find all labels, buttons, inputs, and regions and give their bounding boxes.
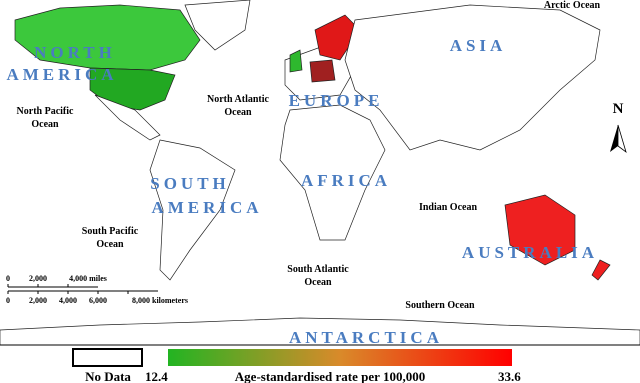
continent-label: AFRICA — [301, 171, 391, 190]
continent-label: EUROPE — [289, 91, 384, 110]
no-data-swatch — [72, 348, 143, 367]
scale-label: 4,000 miles — [69, 274, 107, 283]
ocean-label: Ocean — [96, 239, 124, 250]
continent-label: AMERICA — [151, 198, 262, 217]
ocean-label: South Atlantic — [287, 264, 349, 275]
scale-label: 6,000 — [89, 296, 107, 305]
scale-label: 8,000 kilometers — [132, 296, 188, 305]
scale-label: 0 — [6, 274, 10, 283]
continent-label: AMERICA — [6, 65, 117, 84]
ocean-label: Ocean — [31, 119, 59, 130]
north-arrow: N — [610, 101, 627, 154]
scale-label: 2,000 — [29, 274, 47, 283]
continent-label: SOUTH — [150, 174, 230, 193]
north-arrow-label: N — [613, 101, 624, 117]
scale-bar — [8, 286, 158, 292]
ocean-label: Arctic Ocean — [544, 0, 601, 11]
continent-label: ANTARCTICA — [289, 328, 443, 347]
color-ramp — [168, 349, 512, 366]
legend-max: 33.6 — [498, 369, 521, 383]
ocean-label: Ocean — [224, 107, 252, 118]
continent-label: ASIA — [450, 36, 507, 55]
legend-title: Age-standardised rate per 100,000 — [235, 369, 425, 383]
legend-label: No Data — [85, 369, 131, 383]
legend: No Data 12.4 Age-standardised rate per 1… — [72, 348, 521, 383]
scale-label: 4,000 — [59, 296, 77, 305]
scale-label: 0 — [6, 296, 10, 305]
scale-label: 2,000 — [29, 296, 47, 305]
ocean-label: Southern Ocean — [405, 300, 475, 311]
landmasses — [0, 0, 640, 346]
ocean-label: North Atlantic — [207, 94, 270, 105]
ocean-label: North Pacific — [17, 106, 74, 117]
continent-label: NORTH — [34, 43, 116, 62]
ocean-label: South Pacific — [82, 226, 139, 237]
legend-min: 12.4 — [145, 369, 168, 383]
ocean-label: Indian Ocean — [419, 202, 478, 213]
ocean-label: Ocean — [304, 277, 332, 288]
continent-label: AUSTRALIA — [462, 243, 598, 262]
